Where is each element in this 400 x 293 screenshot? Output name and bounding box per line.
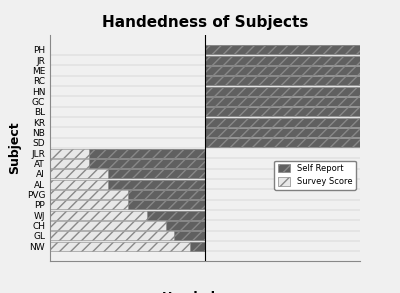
Bar — [50, 180, 205, 188]
Bar — [147, 211, 205, 219]
Bar — [50, 242, 205, 251]
Bar — [205, 66, 317, 75]
Bar — [89, 149, 205, 158]
Bar — [205, 66, 360, 75]
Bar — [50, 149, 205, 158]
Bar — [205, 97, 279, 106]
Bar — [108, 180, 205, 188]
Bar — [205, 97, 360, 106]
Bar — [205, 87, 282, 96]
Bar — [205, 128, 228, 137]
Bar — [205, 76, 360, 85]
Bar — [205, 118, 360, 127]
Bar — [128, 200, 205, 209]
Bar — [89, 159, 205, 168]
Bar — [205, 76, 301, 85]
Bar — [205, 45, 360, 54]
Bar — [205, 138, 360, 147]
Bar — [205, 45, 360, 54]
Bar — [190, 242, 205, 251]
Bar — [205, 56, 360, 64]
Bar — [50, 231, 205, 240]
Bar — [108, 169, 205, 178]
Bar — [205, 128, 360, 137]
X-axis label: Handedness: Handedness — [162, 291, 248, 293]
Bar — [166, 221, 205, 230]
Bar — [50, 211, 205, 219]
Bar — [205, 108, 248, 116]
Bar — [205, 108, 360, 116]
Bar — [205, 118, 248, 127]
Y-axis label: Subject: Subject — [8, 122, 21, 174]
Title: Handedness of Subjects: Handedness of Subjects — [102, 15, 308, 30]
Bar — [128, 190, 205, 199]
Bar — [50, 159, 205, 168]
Bar — [50, 190, 205, 199]
Bar — [205, 138, 218, 147]
Bar — [174, 231, 205, 240]
Bar — [205, 56, 324, 64]
Bar — [50, 200, 205, 209]
Bar — [50, 221, 205, 230]
Bar — [50, 169, 205, 178]
Legend: Self Report, Survey Score: Self Report, Survey Score — [274, 161, 356, 190]
Bar — [205, 87, 360, 96]
